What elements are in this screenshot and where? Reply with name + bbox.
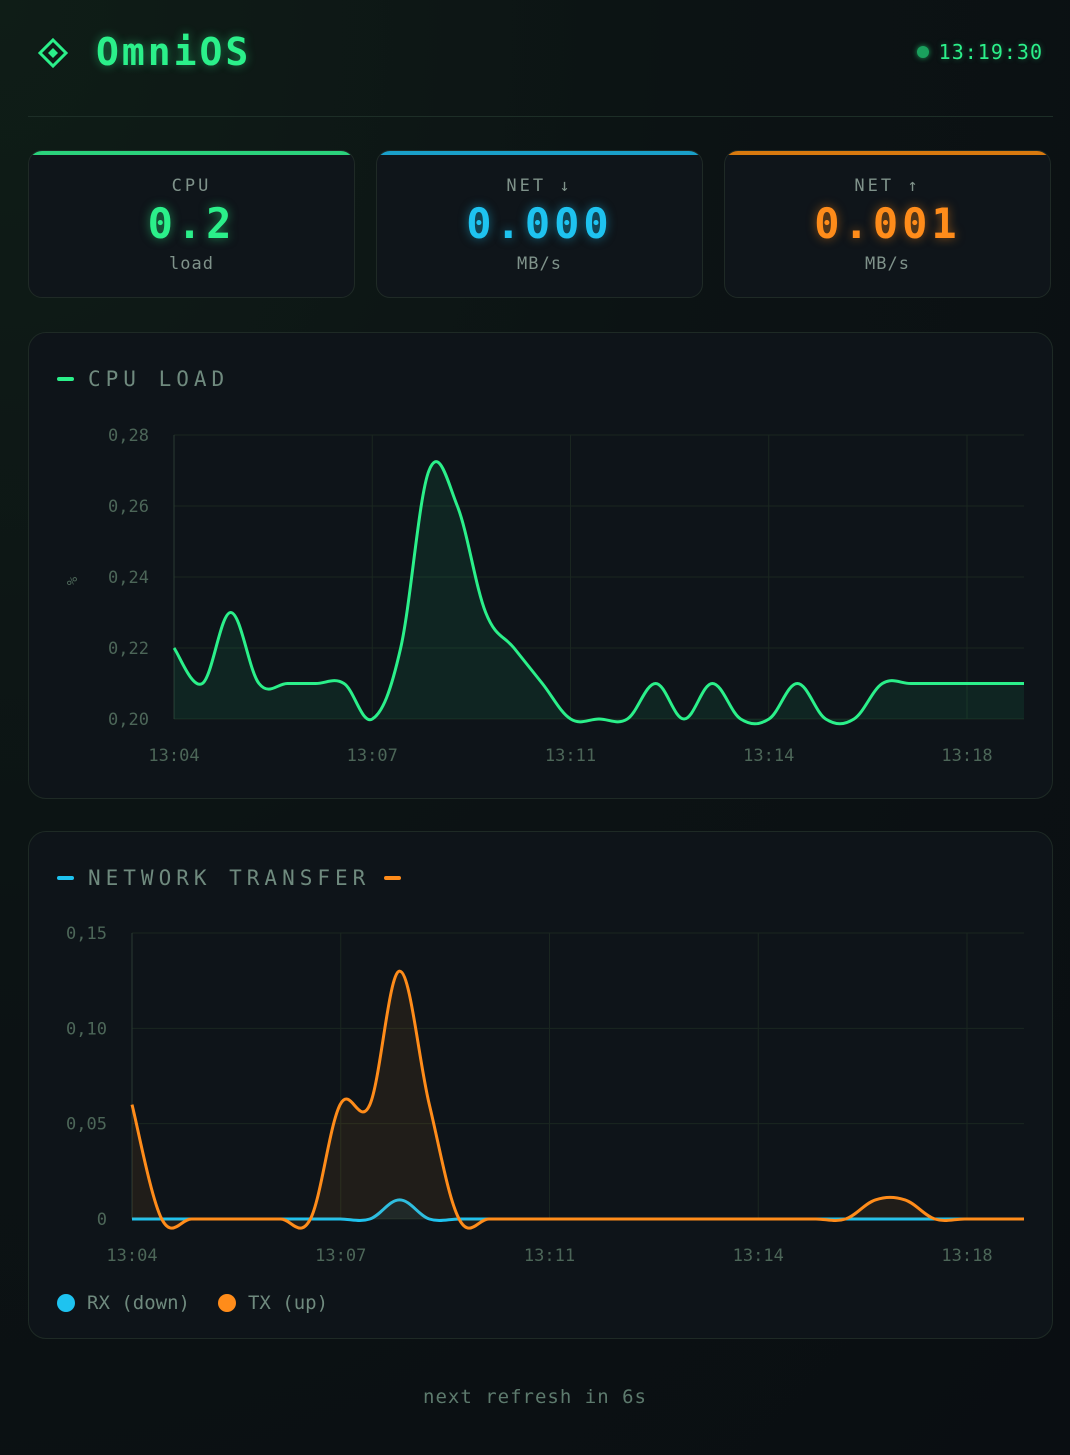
app-title: OmniOS [96,30,252,74]
refresh-countdown: next refresh in 6s [423,1386,647,1408]
stat-value: 0.000 [466,199,613,248]
cpu-load-chart: 0,28 0,26 0,24 0,22 0,20 13:04 13:07 13:11 13:14… [65,426,1024,766]
diamond-logo-icon [38,38,68,68]
legend-item-tx[interactable]: TX (up) [217,1292,329,1314]
card-accent-bar [29,151,354,155]
legend-label: TX (up) [247,1292,329,1314]
stat-value: 0.001 [814,199,961,248]
x-tick-label: 13:18 [941,1246,992,1266]
card-accent-bar [377,151,702,155]
network-transfer-chart: 0,15 0,10 0,05 0 13:04 13:07 13:11 13:14 13:18 [66,924,1024,1266]
stat-unit: load [169,254,214,274]
x-tick-label: 13:11 [524,1246,575,1266]
y-tick-label: 0,24 [108,568,149,588]
panel-title: CPU LOAD [57,367,229,391]
y-tick-label: 0,05 [66,1115,107,1135]
panel-title: NETWORK TRANSFER [57,866,402,890]
cpu-panel-title: CPU LOAD [88,367,230,391]
y-tick-label: 0,15 [66,924,107,944]
stat-card-net-up: NET ↑ 0.001 MB/s [724,150,1051,298]
stat-unit: MB/s [865,254,910,274]
y-axis-label: % [65,576,81,585]
rx-legend-dot-icon [57,1294,75,1312]
status-dot-icon [916,46,929,58]
legend-label: RX (down) [87,1292,190,1314]
tx-dash-icon [384,876,402,880]
series-area-0 [174,461,1024,724]
chart-legend: RX (down) TX (up) [57,1292,356,1314]
app-header: OmniOS 13:19:30 [28,0,1053,117]
y-tick-label: 0,28 [108,426,149,446]
cpu-load-panel: CPU LOAD 0,28 0,26 0,24 0,22 0,20 13:04 13:07 1… [28,332,1053,799]
rx-dash-icon [57,876,74,880]
x-tick-label: 13:11 [545,746,596,766]
x-tick-label: 13:04 [148,746,199,766]
stat-card-net-down: NET ↓ 0.000 MB/s [376,150,703,298]
series-line-1 [130,969,1024,1230]
x-tick-label: 13:07 [347,746,398,766]
x-tick-label: 13:18 [941,746,992,766]
series-dash-icon [57,377,74,381]
stat-unit: MB/s [517,254,562,274]
x-tick-label: 13:04 [106,1246,157,1266]
series-line-0 [172,460,1024,726]
network-transfer-panel: NETWORK TRANSFER 0,15 0,10 0,05 0 13:04 13:07… [28,831,1053,1339]
x-tick-label: 13:14 [733,1246,784,1266]
stat-label: NET ↑ [854,176,921,196]
x-tick-label: 13:07 [315,1246,366,1266]
y-tick-label: 0,22 [108,639,149,659]
x-tick-label: 13:14 [743,746,794,766]
stat-value: 0.2 [147,199,236,248]
y-tick-label: 0,20 [108,710,149,730]
stat-label: NET ↓ [506,176,573,196]
stat-card-cpu: CPU 0.2 load [28,150,355,298]
stat-label: CPU [171,176,212,196]
y-tick-label: 0,26 [108,497,149,517]
y-tick-label: 0 [97,1210,107,1230]
card-accent-bar [725,151,1050,155]
y-tick-label: 0,10 [66,1019,107,1039]
network-panel-title: NETWORK TRANSFER [88,866,371,890]
clock-area: 13:19:30 [916,40,1043,64]
series-area-1 [132,971,1024,1229]
clock-time: 13:19:30 [938,40,1043,64]
tx-legend-dot-icon [217,1294,236,1312]
legend-item-rx[interactable]: RX (down) [57,1292,190,1314]
